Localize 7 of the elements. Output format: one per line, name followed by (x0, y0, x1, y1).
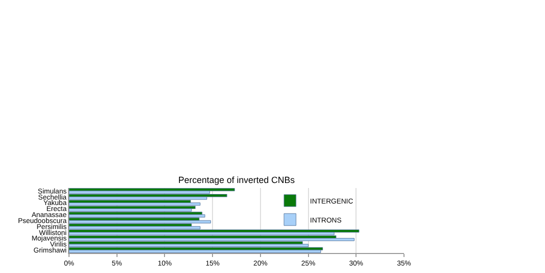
bar (69, 214, 206, 218)
bar (69, 238, 354, 242)
bar (69, 202, 200, 206)
bar (69, 250, 321, 253)
chart-title: Percentage of inverted CNBs (178, 175, 296, 186)
bar (69, 220, 211, 224)
bar (69, 212, 202, 215)
